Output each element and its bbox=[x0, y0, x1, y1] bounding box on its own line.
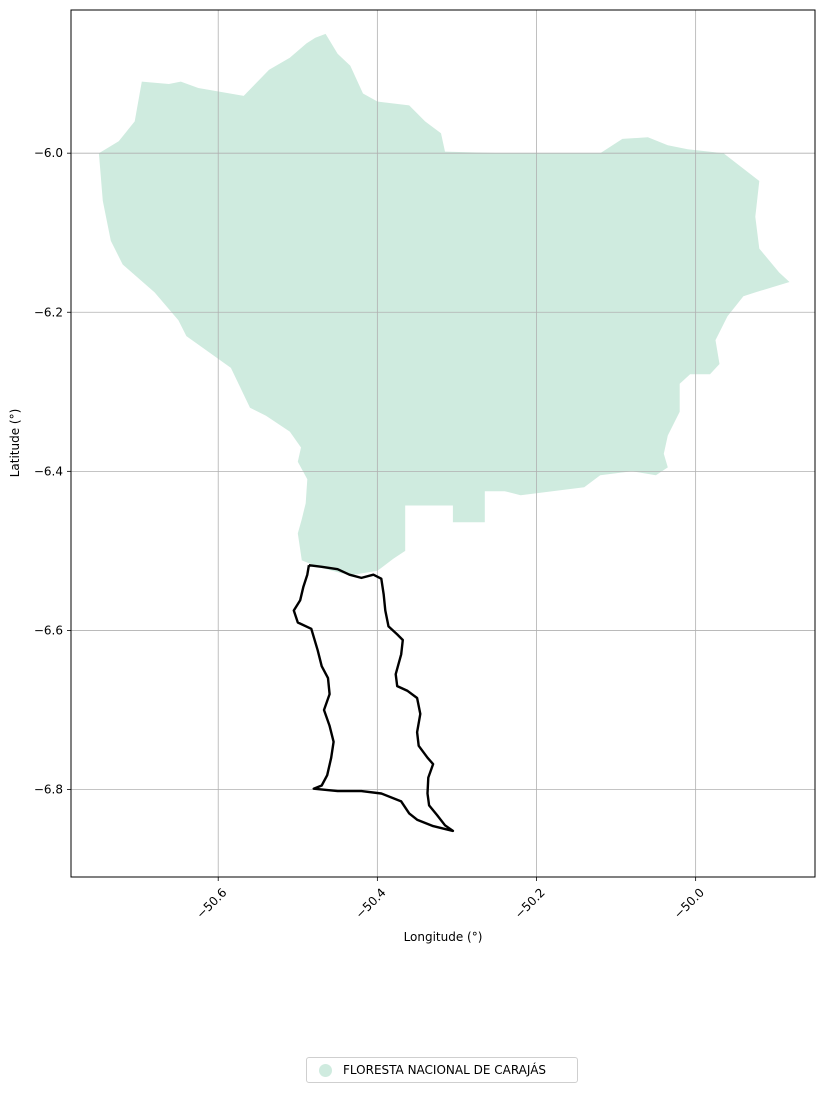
legend-label-floresta: FLORESTA NACIONAL DE CARAJÁS bbox=[343, 1063, 547, 1077]
x-tick-label-0: −50.6 bbox=[194, 885, 230, 921]
y-tick-label-1: −6.2 bbox=[34, 305, 63, 319]
outline-layer bbox=[292, 564, 455, 833]
x-axis-ticks: −50.6 −50.4 −50.2 −50.0 bbox=[194, 877, 707, 921]
x-tick-label-1: −50.4 bbox=[353, 885, 389, 921]
y-tick-label-2: −6.4 bbox=[34, 464, 63, 478]
plot-frame bbox=[70, 9, 816, 878]
y-axis-ticks: −6.0 −6.2 −6.4 −6.6 −6.8 bbox=[34, 146, 71, 797]
x-tick-label-2: −50.2 bbox=[512, 885, 548, 921]
x-tick-label-3: −50.0 bbox=[671, 885, 707, 921]
y-tick-label-4: −6.8 bbox=[34, 783, 63, 797]
legend-marker-floresta bbox=[319, 1063, 332, 1077]
grid-layer bbox=[71, 10, 815, 877]
floresta-nacional-region bbox=[98, 33, 790, 575]
region-layer bbox=[98, 33, 790, 575]
legend: FLORESTA NACIONAL DE CARAJÁS bbox=[306, 1057, 578, 1083]
y-tick-label-0: −6.0 bbox=[34, 146, 63, 160]
y-tick-label-3: −6.6 bbox=[34, 623, 63, 637]
y-axis-label: Latitude (°) bbox=[8, 409, 22, 478]
boundary-outline bbox=[292, 564, 455, 833]
x-axis-label: Longitude (°) bbox=[404, 930, 483, 944]
